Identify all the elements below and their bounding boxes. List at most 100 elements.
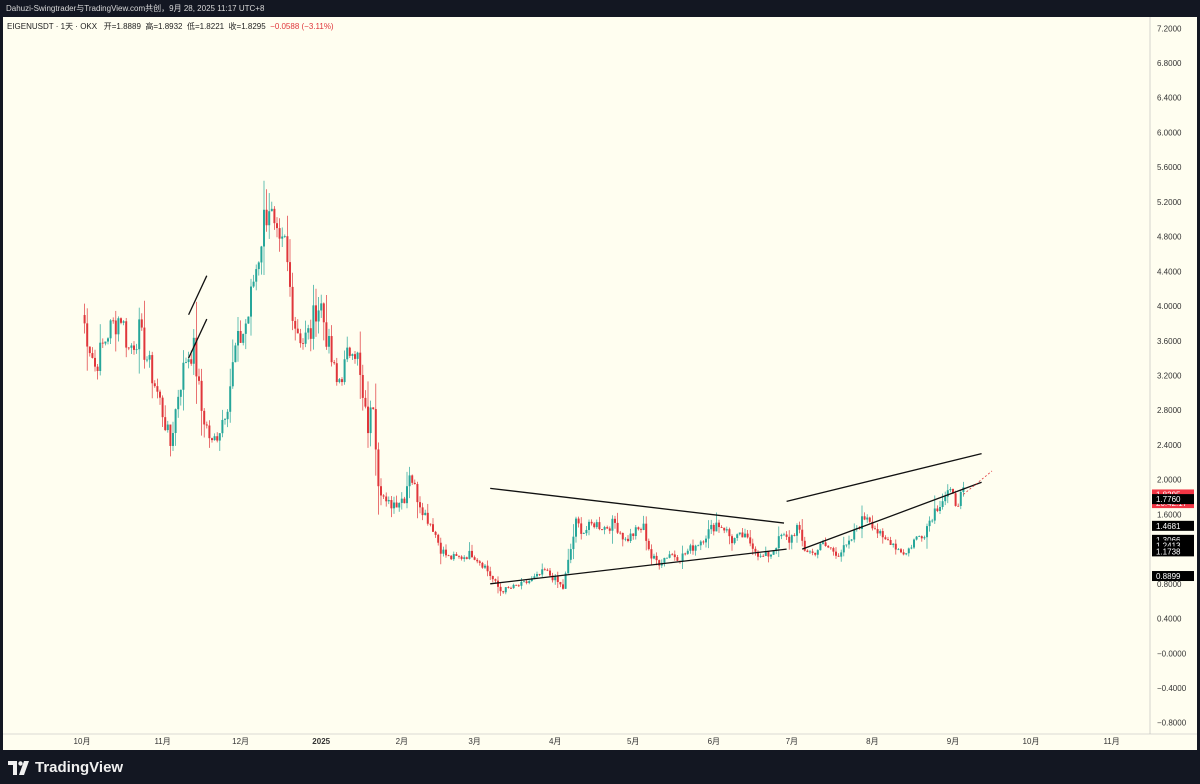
candle-body[interactable] bbox=[224, 419, 226, 420]
candle-body[interactable] bbox=[182, 362, 185, 390]
candle-body[interactable] bbox=[244, 323, 247, 334]
candle-body[interactable] bbox=[200, 380, 203, 411]
candle-body[interactable] bbox=[156, 386, 159, 392]
candle-body[interactable] bbox=[239, 330, 242, 343]
candle-body[interactable] bbox=[715, 522, 718, 532]
candle-body[interactable] bbox=[411, 475, 414, 483]
candle-body[interactable] bbox=[692, 545, 694, 551]
candle-body[interactable] bbox=[387, 500, 390, 502]
candle-body[interactable] bbox=[959, 491, 962, 506]
candle-body[interactable] bbox=[624, 538, 627, 540]
candle-body[interactable] bbox=[712, 524, 715, 532]
candle-body[interactable] bbox=[689, 545, 692, 551]
candle-body[interactable] bbox=[655, 555, 658, 561]
candle-body[interactable] bbox=[668, 554, 671, 558]
candle-body[interactable] bbox=[824, 542, 827, 546]
candle-body[interactable] bbox=[640, 529, 642, 531]
candle-body[interactable] bbox=[647, 540, 650, 550]
candle-body[interactable] bbox=[434, 531, 437, 535]
candle-body[interactable] bbox=[403, 498, 406, 504]
candle-body[interactable] bbox=[642, 523, 645, 531]
candle-body[interactable] bbox=[468, 550, 471, 559]
candle-body[interactable] bbox=[926, 526, 928, 538]
candle-body[interactable] bbox=[270, 208, 273, 212]
candle-body[interactable] bbox=[832, 548, 835, 552]
candle-body[interactable] bbox=[634, 527, 637, 537]
candle-body[interactable] bbox=[458, 555, 460, 557]
candle-body[interactable] bbox=[489, 571, 492, 577]
candle-body[interactable] bbox=[751, 543, 754, 549]
candle-body[interactable] bbox=[359, 352, 362, 375]
candle-body[interactable] bbox=[341, 379, 343, 383]
candle-body[interactable] bbox=[517, 585, 520, 587]
candle-body[interactable] bbox=[549, 570, 551, 576]
candle-body[interactable] bbox=[491, 576, 494, 580]
candle-body[interactable] bbox=[887, 539, 889, 541]
candle-body[interactable] bbox=[905, 553, 908, 555]
candle-body[interactable] bbox=[213, 436, 216, 441]
candle-body[interactable] bbox=[731, 536, 733, 544]
candle-body[interactable] bbox=[580, 523, 583, 534]
candle-body[interactable] bbox=[585, 529, 588, 534]
candle-body[interactable] bbox=[629, 533, 632, 542]
candle-body[interactable] bbox=[289, 262, 291, 287]
candle-body[interactable] bbox=[382, 495, 385, 497]
candle-body[interactable] bbox=[109, 320, 112, 339]
candle-body[interactable] bbox=[268, 211, 271, 226]
candle-body[interactable] bbox=[130, 345, 133, 348]
candle-body[interactable] bbox=[707, 529, 710, 539]
candle-body[interactable] bbox=[931, 520, 934, 522]
candle-body[interactable] bbox=[658, 560, 661, 566]
candle-body[interactable] bbox=[946, 490, 949, 497]
candle-body[interactable] bbox=[835, 551, 837, 556]
candle-body[interactable] bbox=[385, 496, 388, 502]
candle-body[interactable] bbox=[299, 333, 302, 344]
candle-body[interactable] bbox=[367, 406, 369, 434]
candle-body[interactable] bbox=[811, 551, 814, 553]
candle-body[interactable] bbox=[343, 359, 346, 383]
candle-body[interactable] bbox=[351, 354, 354, 356]
candle-body[interactable] bbox=[265, 209, 268, 226]
candle-body[interactable] bbox=[307, 328, 310, 333]
candle-body[interactable] bbox=[96, 366, 99, 372]
candle-body[interactable] bbox=[416, 484, 419, 503]
candle-body[interactable] bbox=[614, 518, 616, 523]
candle-body[interactable] bbox=[185, 362, 187, 363]
candle-body[interactable] bbox=[260, 246, 263, 263]
candle-body[interactable] bbox=[317, 310, 320, 322]
candle-body[interactable] bbox=[603, 527, 606, 530]
candle-body[interactable] bbox=[255, 269, 258, 282]
candle-body[interactable] bbox=[827, 545, 830, 548]
candle-body[interactable] bbox=[733, 538, 736, 544]
candle-body[interactable] bbox=[632, 533, 635, 537]
candle-body[interactable] bbox=[546, 569, 549, 571]
candle-body[interactable] bbox=[783, 534, 785, 536]
candle-body[interactable] bbox=[809, 551, 811, 553]
candle-body[interactable] bbox=[541, 569, 544, 575]
candle-body[interactable] bbox=[218, 433, 221, 441]
tradingview-logo[interactable]: TradingView bbox=[8, 759, 123, 776]
candle-body[interactable] bbox=[143, 327, 146, 360]
candle-body[interactable] bbox=[720, 527, 723, 528]
candle-body[interactable] bbox=[577, 518, 580, 524]
candle-body[interactable] bbox=[445, 549, 447, 556]
candle-body[interactable] bbox=[889, 540, 892, 545]
candle-body[interactable] bbox=[481, 562, 484, 568]
candle-body[interactable] bbox=[356, 352, 359, 359]
candle-body[interactable] bbox=[114, 320, 117, 335]
candle-body[interactable] bbox=[556, 576, 559, 583]
candle-body[interactable] bbox=[710, 524, 713, 530]
candle-body[interactable] bbox=[949, 489, 952, 491]
candle-body[interactable] bbox=[127, 347, 130, 349]
candle-body[interactable] bbox=[842, 545, 845, 553]
candle-body[interactable] bbox=[346, 347, 349, 360]
candle-body[interactable] bbox=[88, 346, 91, 354]
candle-body[interactable] bbox=[697, 545, 700, 547]
candle-body[interactable] bbox=[575, 518, 577, 537]
candle-body[interactable] bbox=[497, 580, 499, 587]
candle-body[interactable] bbox=[543, 569, 546, 571]
candle-body[interactable] bbox=[598, 522, 601, 530]
candle-body[interactable] bbox=[536, 574, 538, 577]
candle-body[interactable] bbox=[798, 525, 801, 530]
candle-body[interactable] bbox=[767, 551, 770, 557]
